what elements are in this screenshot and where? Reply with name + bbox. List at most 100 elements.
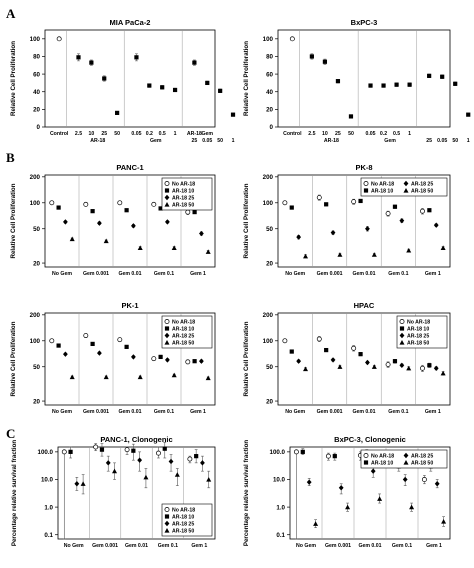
data-point xyxy=(115,110,120,115)
data-point xyxy=(143,474,149,480)
data-point xyxy=(330,229,336,236)
legend-label: AR-18 50 xyxy=(407,340,429,346)
y-tick-label: 200 xyxy=(263,312,274,319)
y-tick-label: 20 xyxy=(33,107,40,114)
x-tick-label: Gem 0.1 xyxy=(154,409,174,415)
data-point xyxy=(296,234,302,240)
legend-box xyxy=(396,315,448,349)
data-point xyxy=(420,365,425,371)
x-tick-label: Gem 0.001 xyxy=(325,543,351,549)
x-tick-label: No Gem xyxy=(52,409,72,415)
data-point xyxy=(282,200,288,206)
data-point xyxy=(351,345,357,351)
legend-marker xyxy=(164,520,170,527)
data-point xyxy=(187,456,193,462)
data-point xyxy=(194,454,199,459)
legend-label: No AR-18 xyxy=(172,181,195,187)
data-point xyxy=(200,460,205,466)
data-point xyxy=(306,479,312,485)
data-point xyxy=(137,245,143,250)
chart-title: PANC-1 xyxy=(116,163,143,172)
legend-label: No AR-18 xyxy=(371,181,394,187)
legend-box xyxy=(161,503,213,537)
y-tick-label: 200 xyxy=(263,174,274,181)
legend-box xyxy=(360,177,448,197)
legend-label: No AR-18 xyxy=(172,507,195,513)
data-point xyxy=(421,477,427,482)
legend-label: AR-18 10 xyxy=(172,326,194,332)
group-caption: AR-18 xyxy=(90,138,105,144)
data-point xyxy=(158,206,163,211)
y-tick-label: 20 xyxy=(266,260,273,267)
y-tick-label: 100.0 xyxy=(270,449,286,456)
x-tick-label: 50 xyxy=(348,131,354,137)
data-point xyxy=(199,230,204,237)
data-point xyxy=(192,359,197,364)
legend-marker xyxy=(164,181,170,186)
data-point xyxy=(124,208,129,213)
data-point xyxy=(420,208,425,214)
legend-marker xyxy=(164,332,170,339)
y-axis-label: Relative Cell Proliferation xyxy=(10,41,17,116)
data-point xyxy=(69,236,75,242)
data-point xyxy=(394,82,399,87)
data-point xyxy=(303,366,309,372)
data-point xyxy=(93,444,99,450)
plot-frame xyxy=(44,174,216,268)
data-point xyxy=(316,336,322,342)
x-tick-label: No Gem xyxy=(285,409,305,415)
data-point xyxy=(151,356,157,362)
data-point xyxy=(289,205,294,210)
data-point xyxy=(49,338,55,344)
x-tick-label: 0.2 xyxy=(146,131,153,137)
legend-marker xyxy=(164,340,170,345)
data-point xyxy=(97,350,102,356)
legend-marker xyxy=(363,460,369,465)
x-tick-label: Gem 0.1 xyxy=(154,271,174,277)
legend-marker xyxy=(403,188,409,193)
data-point xyxy=(205,249,211,254)
data-point xyxy=(192,209,197,215)
data-point xyxy=(385,362,391,368)
data-point xyxy=(441,519,447,524)
x-tick-label: Gem 0.01 xyxy=(118,409,141,415)
x-tick-label: 2.5 xyxy=(75,131,82,137)
plot-frame xyxy=(57,446,216,540)
data-point xyxy=(74,481,80,487)
chart-title: PANC-1, Clonogenic xyxy=(100,435,172,444)
legend-label: AR-18 50 xyxy=(411,188,433,194)
data-point xyxy=(137,374,143,380)
data-point xyxy=(205,375,211,381)
data-point xyxy=(61,449,67,455)
legend-label: AR-18 25 xyxy=(411,453,433,459)
legend-marker xyxy=(363,453,369,458)
group-caption: Gem xyxy=(150,138,162,144)
y-axis-label: Percentage relative survival fraction xyxy=(11,440,18,546)
y-axis-label: Percentage relative survival fraction xyxy=(243,440,250,546)
legend-label: AR-18 50 xyxy=(172,202,194,208)
y-tick-label: 1.0 xyxy=(276,504,285,511)
data-point xyxy=(112,468,118,474)
chart-title: BxPC-3 xyxy=(351,18,378,27)
data-point xyxy=(335,79,341,84)
data-point xyxy=(309,54,314,59)
data-point xyxy=(131,354,136,360)
legend-label: No AR-18 xyxy=(172,319,195,325)
x-tick-label: No Gem xyxy=(296,543,316,549)
chart-b2: PK-8 Relative Cell Proliferation 20 50 100 20… xyxy=(243,163,451,277)
y-tick-label: 1.0 xyxy=(44,504,53,511)
y-tick-label: 20 xyxy=(266,107,273,114)
y-tick-label: 20 xyxy=(33,398,40,405)
x-tick-label: Gem xyxy=(201,131,213,137)
data-point xyxy=(330,357,336,363)
data-point xyxy=(316,195,322,201)
plot-frame xyxy=(277,174,451,268)
data-point xyxy=(168,458,174,465)
group-caption: Gem xyxy=(384,138,396,144)
x-tick-label: Gem 0.1 xyxy=(388,409,408,415)
panel-letter-c: C xyxy=(6,426,15,441)
data-point xyxy=(402,476,408,483)
data-point xyxy=(332,454,337,459)
y-axis-label: Relative Cell Proliferation xyxy=(243,321,250,396)
